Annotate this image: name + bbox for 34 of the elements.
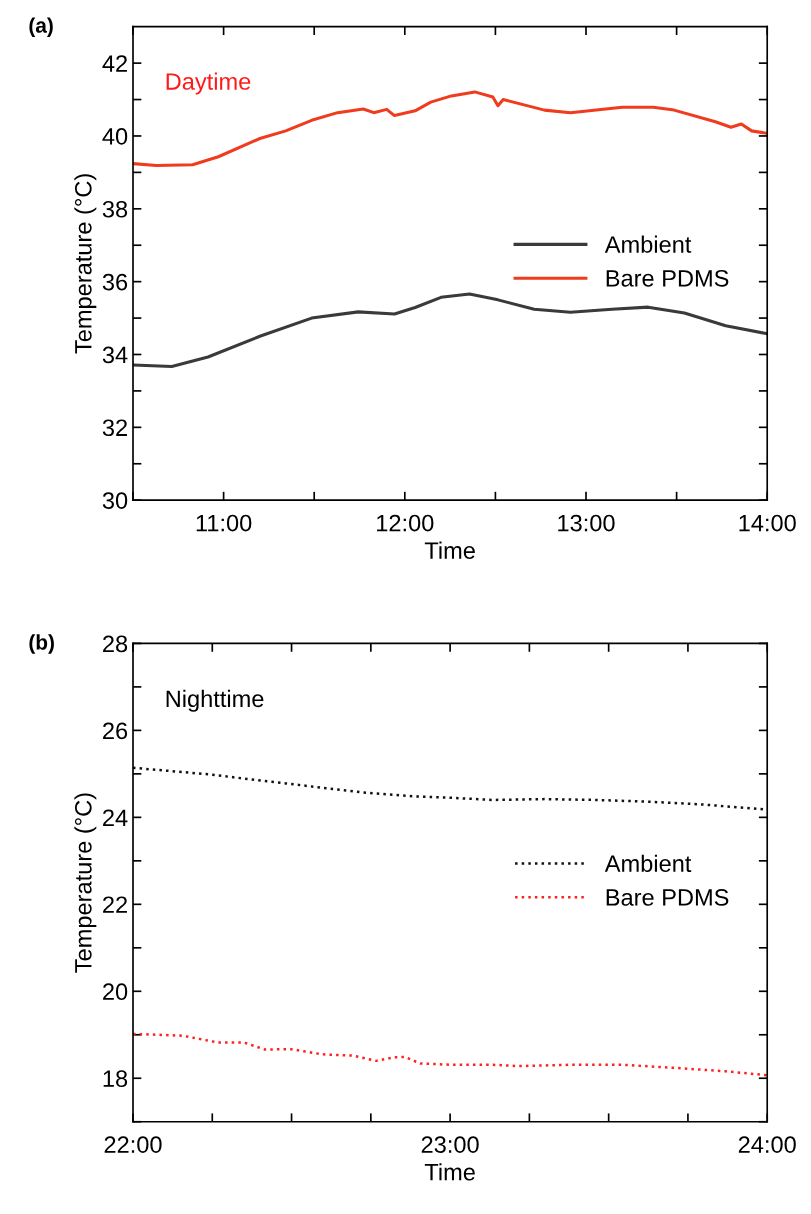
x-axis-title: Time [424,541,475,559]
x-tick-label: 11:00 [196,514,252,532]
y-tick-label: 38 [102,200,128,218]
annotation: Daytime [166,72,251,95]
y-tick-label: 24 [103,809,128,826]
y-axis-title: Temperature (°C) [74,174,97,354]
x-tick-label: 22:00 [104,1136,162,1153]
y-tick-label: 18 [103,1070,128,1088]
y-tick-label: 22 [103,896,127,913]
x-axis-title: Time [424,1163,475,1181]
y-tick-label: 32 [102,419,127,437]
x-tick-label: 14:00 [739,514,796,532]
y-tick-label: 20 [103,983,128,1001]
line-series [133,1032,768,1077]
legend-label: Ambient [604,235,692,253]
y-tick-label: 28 [103,635,128,653]
legend-label: Bare PDMS [606,269,729,287]
x-tick-label: 24:00 [738,1136,796,1153]
chart-title: (b) [29,634,54,654]
y-tick-label: 42 [102,55,127,72]
x-tick-label: 23:00 [421,1136,479,1153]
y-tick-label: 36 [102,273,128,291]
y-axis-title: Temperature (°C) [74,793,97,973]
x-tick-label: 12:00 [377,514,434,532]
chart-title: (a) [29,17,53,37]
x-tick-label: 13:00 [558,514,615,532]
line-series [133,292,768,369]
legend-label: Bare PDMS [606,889,729,906]
annotation: Nighttime [166,689,264,712]
y-tick-label: 30 [102,492,128,509]
y-tick-label: 34 [102,346,128,364]
y-tick-label: 26 [103,722,128,740]
y-tick-label: 40 [102,128,128,145]
legend-label: Ambient [604,854,692,873]
